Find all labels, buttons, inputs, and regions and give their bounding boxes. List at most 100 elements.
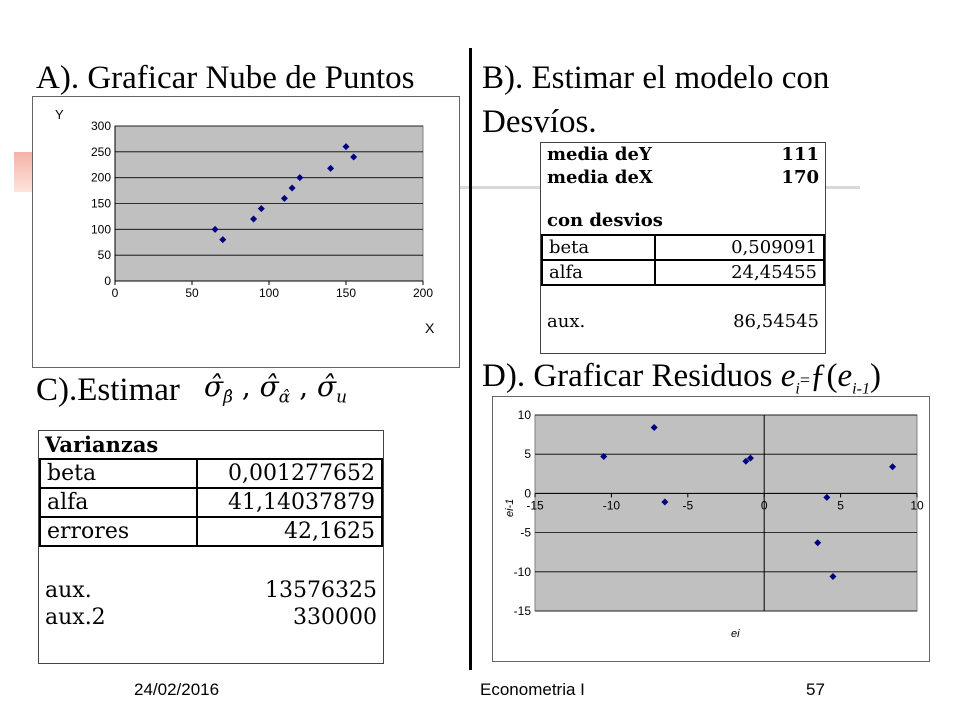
data-point	[288, 184, 296, 192]
table-cell-value: 41,14037879	[196, 487, 383, 518]
table-row: aux. 86,54545	[541, 310, 825, 333]
sigma-sub-alpha: α̂	[278, 387, 291, 408]
data-point	[219, 236, 227, 244]
table-cell-value: 111	[781, 144, 819, 165]
heading-a: A). Graficar Nube de Puntos	[36, 60, 415, 96]
data-point	[296, 174, 304, 182]
y-tick-label: 300	[91, 119, 111, 133]
table-row: alfa 41,14037879	[38, 487, 383, 518]
data-point	[257, 205, 265, 213]
table-row: alfa 24,45455	[541, 259, 826, 286]
table-cell-label: media deX	[547, 167, 653, 188]
table-row: errores 42,1625	[38, 516, 383, 547]
sigma-beta: σ̂	[204, 370, 224, 403]
table-row: con desvios	[541, 209, 825, 232]
sigma-u: σ̂	[317, 370, 337, 403]
sigma-sub-u: u	[336, 387, 348, 408]
table-cell-label: alfa	[38, 487, 199, 518]
y-tick-label: 5	[524, 447, 531, 461]
sigma-alpha: σ̂	[259, 370, 279, 403]
table-header: Varianzas	[45, 432, 159, 457]
table-cell-label: aux.	[547, 311, 586, 332]
table-row: aux. 13576325	[39, 577, 383, 604]
table-row: media deX 170	[541, 166, 825, 189]
data-point	[746, 454, 754, 462]
data-point	[342, 143, 350, 151]
x-axis-label: ei	[731, 628, 740, 640]
y-tick-label: 10	[518, 408, 532, 422]
x-tick-label: 5	[837, 498, 844, 512]
table-cell-label: aux.2	[45, 605, 106, 630]
table-c-header: Varianzas	[39, 431, 383, 458]
data-point	[742, 457, 750, 465]
data-point	[250, 215, 258, 223]
data-point	[350, 153, 358, 161]
table-cell-value: 330000	[293, 605, 377, 630]
data-point	[280, 194, 288, 202]
heading-d-prefix: D). Graficar Residuos	[482, 358, 773, 394]
table-cell-value: 0,001277652	[196, 458, 383, 489]
y-axis-label: ei-1	[504, 499, 516, 517]
y-tick-label: 0	[104, 274, 111, 288]
section-label: con desvios	[547, 210, 663, 231]
x-tick-label: -15	[526, 498, 544, 512]
table-cell-value: 13576325	[265, 578, 377, 603]
table-cell-value: 42,1625	[196, 516, 383, 547]
data-point	[600, 453, 608, 461]
data-point	[211, 225, 219, 233]
x-tick-label: 200	[413, 286, 433, 300]
formula-separator: ,	[241, 370, 251, 403]
table-b-estimates: beta 0,509091 alfa 24,45455	[541, 234, 826, 286]
heading-d-f: ƒ(	[810, 358, 838, 394]
y-tick-label: -10	[514, 565, 532, 579]
data-point	[823, 493, 831, 501]
plot-area	[534, 414, 918, 612]
heading-c: C).Estimar	[36, 372, 180, 408]
y-tick-label: 250	[91, 145, 111, 159]
scatter-chart-a: 0 50 100 150 200 250 300 0 50 100 150 200 X Y	[32, 96, 460, 368]
table-c-aux: aux. 13576325 aux.2 330000	[39, 577, 383, 631]
table-cell-value: 24,45455	[653, 259, 826, 286]
y-tick-label: 200	[91, 171, 111, 185]
y-tick-label: -15	[514, 604, 532, 618]
table-cell-label: beta	[38, 458, 199, 489]
x-tick-label: -10	[603, 498, 621, 512]
y-tick-label: -5	[520, 526, 531, 540]
x-axis-label: X	[425, 320, 435, 336]
table-b-aux: aux. 86,54545	[541, 310, 825, 333]
data-point	[327, 164, 335, 172]
footer-course: Econometria I	[480, 680, 585, 699]
scatter-chart-d: -15 -10 -5 0 5 10 -15 -10 -5 0 5 10 ei ei-1	[492, 396, 930, 662]
y-tick-label: 150	[91, 197, 111, 211]
heading-d-sub1: i	[795, 380, 800, 398]
heading-d-close: )	[869, 358, 881, 394]
table-b-top: media deY 111 media deX 170 con desvios	[541, 143, 825, 232]
y-tick-label: 100	[91, 222, 111, 236]
table-cell-value: 0,509091	[653, 234, 826, 261]
x-tick-label: 150	[336, 286, 356, 300]
y-tick-label: 0	[524, 486, 531, 500]
footer-page-number: 57	[806, 680, 825, 699]
table-b: media deY 111 media deX 170 con desvios …	[540, 142, 826, 354]
heading-d-e1: e	[780, 358, 796, 394]
table-c-variances: beta 0,001277652 alfa 41,14037879 errore…	[38, 458, 383, 547]
data-point	[829, 573, 837, 581]
table-cell-value: 86,54545	[733, 311, 819, 332]
table-row: aux.2 330000	[39, 604, 383, 631]
heading-d-sub2: i-1	[852, 380, 870, 398]
data-point	[889, 463, 897, 471]
sigma-sub-beta: β̂	[223, 387, 233, 408]
scatter-chart-d-svg: -15 -10 -5 0 5 10 -15 -10 -5 0 5 10 ei ei-1	[504, 408, 924, 640]
data-point	[661, 498, 669, 506]
table-cell-label: beta	[541, 234, 656, 261]
heading-d-eq: =	[799, 370, 811, 390]
y-axis-label: Y	[55, 107, 64, 122]
data-point	[650, 424, 658, 432]
table-row: beta 0,001277652	[38, 458, 383, 489]
x-tick-label: 0	[761, 498, 768, 512]
table-cell-label: alfa	[541, 259, 656, 286]
heading-b-line1: B). Estimar el modelo con	[482, 60, 830, 96]
x-tick-label: 100	[259, 286, 279, 300]
heading-d-e2: e	[837, 358, 853, 394]
footer-date: 24/02/2016	[134, 680, 220, 699]
